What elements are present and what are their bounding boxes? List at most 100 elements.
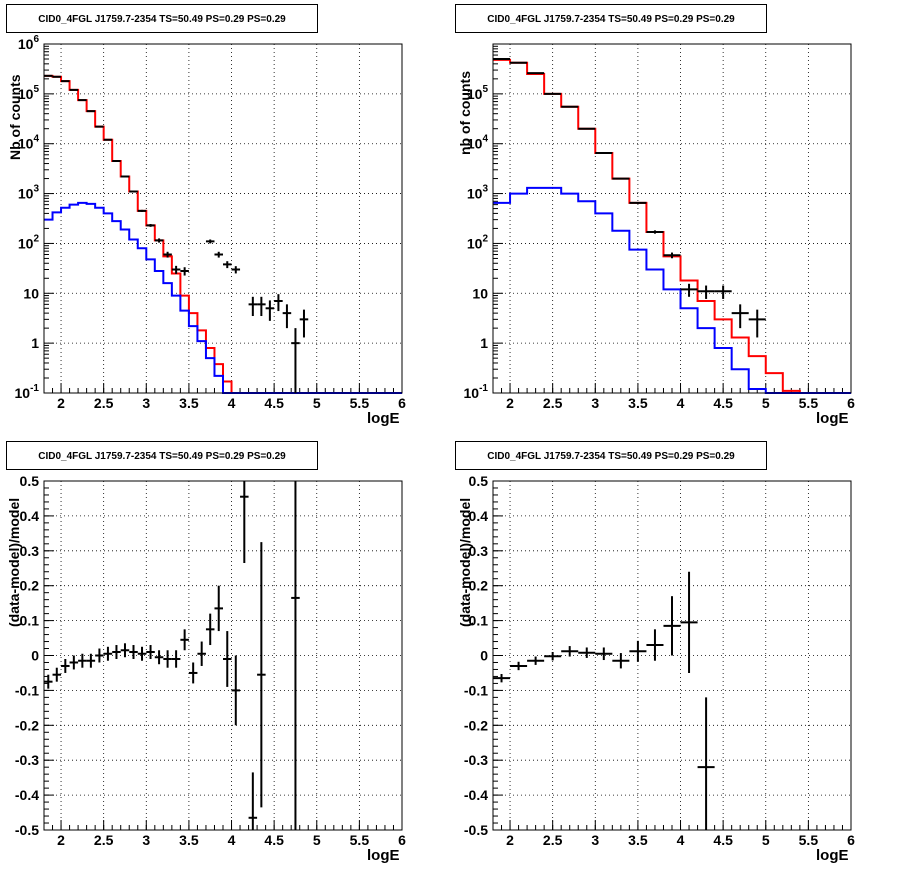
data-point <box>748 309 766 338</box>
data-point <box>180 267 189 276</box>
chart-title: CID0_4FGL J1759.7-2354 TS=50.49 PS=0.29 … <box>455 4 767 33</box>
x-tick-label: 5.5 <box>799 832 819 848</box>
y-tick-label: -0.1 <box>464 682 488 698</box>
data-point <box>137 209 147 212</box>
data-point <box>214 251 223 258</box>
data-point <box>171 650 181 668</box>
data-point <box>629 640 647 662</box>
residual-panel-left: 2 2.5 3 3.5 4 4.5 5 5.5 6 -0.5 -0.4 -0.3 -0.2 -0.1 0 0.… <box>0 437 449 874</box>
data-point <box>129 190 138 193</box>
data-point <box>257 296 266 317</box>
data-point <box>231 655 241 726</box>
data-point <box>714 285 732 299</box>
x-tick-label: 4 <box>677 832 685 848</box>
plot-frame <box>492 480 852 831</box>
data-point <box>146 224 155 227</box>
x-tick-label: 2 <box>57 395 65 411</box>
y-tick-label: 102 <box>467 233 489 251</box>
x-tick-label: 6 <box>847 395 855 411</box>
y-tick-label: 0.1 <box>20 613 40 629</box>
data-point <box>248 296 258 317</box>
y-tick-label: 102 <box>18 233 40 251</box>
data-point <box>299 309 309 338</box>
data-point <box>69 655 79 670</box>
x-axis-label: logE <box>367 410 400 427</box>
data-point <box>154 238 164 243</box>
data-point <box>629 201 647 204</box>
x-tick-label: 2.5 <box>94 395 114 411</box>
histogram-series-2 <box>493 186 851 394</box>
data-point <box>291 481 300 830</box>
y-axis-label: nb of counts <box>457 71 473 155</box>
x-tick-label: 2.5 <box>94 832 114 848</box>
data-point <box>137 646 147 661</box>
plot-frame <box>43 480 403 831</box>
y-tick-label: 0.4 <box>469 508 489 524</box>
x-tick-label: 3 <box>142 832 150 848</box>
x-tick-label: 3.5 <box>628 395 648 411</box>
y-tick-label: -0.4 <box>464 787 488 803</box>
x-tick-label: 4.5 <box>264 832 284 848</box>
data-point <box>129 645 138 659</box>
data-point <box>171 265 181 274</box>
x-tick-label: 2.5 <box>543 832 563 848</box>
y-tick-label: -0.5 <box>15 822 39 838</box>
y-axis-label: Nb of counts <box>7 74 23 160</box>
data-point <box>680 571 698 673</box>
data-point <box>61 658 70 673</box>
y-tick-label: 0.5 <box>469 473 489 489</box>
data-point <box>197 641 206 666</box>
y-tick-label: -0.2 <box>464 717 488 733</box>
y-axis-label: (data-model)/model <box>457 497 473 627</box>
data-point <box>180 629 189 651</box>
x-tick-label: 4.5 <box>713 832 733 848</box>
x-tick-label: 4 <box>228 395 236 411</box>
data-point <box>697 285 715 299</box>
data-point <box>595 152 613 155</box>
data-point <box>103 646 113 661</box>
x-tick-label: 6 <box>398 395 406 411</box>
x-tick-label: 6 <box>398 832 406 848</box>
y-tick-label: 105 <box>467 84 489 102</box>
x-tick-label: 3 <box>591 832 599 848</box>
y-tick-label: 10-1 <box>15 383 40 401</box>
y-tick-label: 0 <box>31 648 39 664</box>
y-tick-label: 0.2 <box>469 578 489 594</box>
y-tick-label: 0.3 <box>469 543 489 559</box>
data-point <box>544 652 562 661</box>
x-axis-label: logE <box>816 410 849 427</box>
y-tick-label: 104 <box>467 134 489 152</box>
y-tick-label: 10 <box>23 285 39 301</box>
y-tick-label: 103 <box>18 184 40 202</box>
data-point <box>680 283 698 297</box>
y-tick-label: 105 <box>18 84 40 102</box>
y-tick-label: -0.2 <box>15 717 39 733</box>
spectrum-panel-right: 2 2.5 3 3.5 4 4.5 5 5.5 6 10-1 1 10 102 103 104 105 CID… <box>449 0 898 437</box>
y-tick-label: 106 <box>18 34 40 52</box>
residual-plot-left: 2 2.5 3 3.5 4 4.5 5 5.5 6 -0.5 -0.4 -0.3 -0.2 -0.1 0 0.… <box>15 473 406 848</box>
x-tick-label: 4.5 <box>264 395 284 411</box>
y-tick-label: -0.3 <box>15 752 39 768</box>
x-tick-label: 5.5 <box>350 832 370 848</box>
data-point <box>223 631 232 687</box>
x-tick-label: 5 <box>313 395 321 411</box>
x-tick-label: 3.5 <box>179 395 199 411</box>
data-point <box>265 300 275 321</box>
y-tick-label: -0.4 <box>15 787 39 803</box>
data-point <box>120 175 130 178</box>
histogram-series-1 <box>44 74 402 394</box>
x-tick-label: 2 <box>57 832 65 848</box>
x-tick-label: 3.5 <box>179 832 199 848</box>
data-point <box>223 261 232 269</box>
data-point <box>510 661 528 671</box>
x-tick-label: 5 <box>762 832 770 848</box>
data-point <box>78 653 87 668</box>
chart-title: CID0_4FGL J1759.7-2354 TS=50.49 PS=0.29 … <box>6 4 318 33</box>
data-point <box>257 542 266 808</box>
data-point <box>697 697 715 830</box>
data-point <box>612 653 630 669</box>
data-point <box>44 674 53 689</box>
y-tick-label: 1 <box>31 335 39 351</box>
data-point <box>493 673 511 683</box>
y-tick-label: 0.3 <box>20 543 40 559</box>
